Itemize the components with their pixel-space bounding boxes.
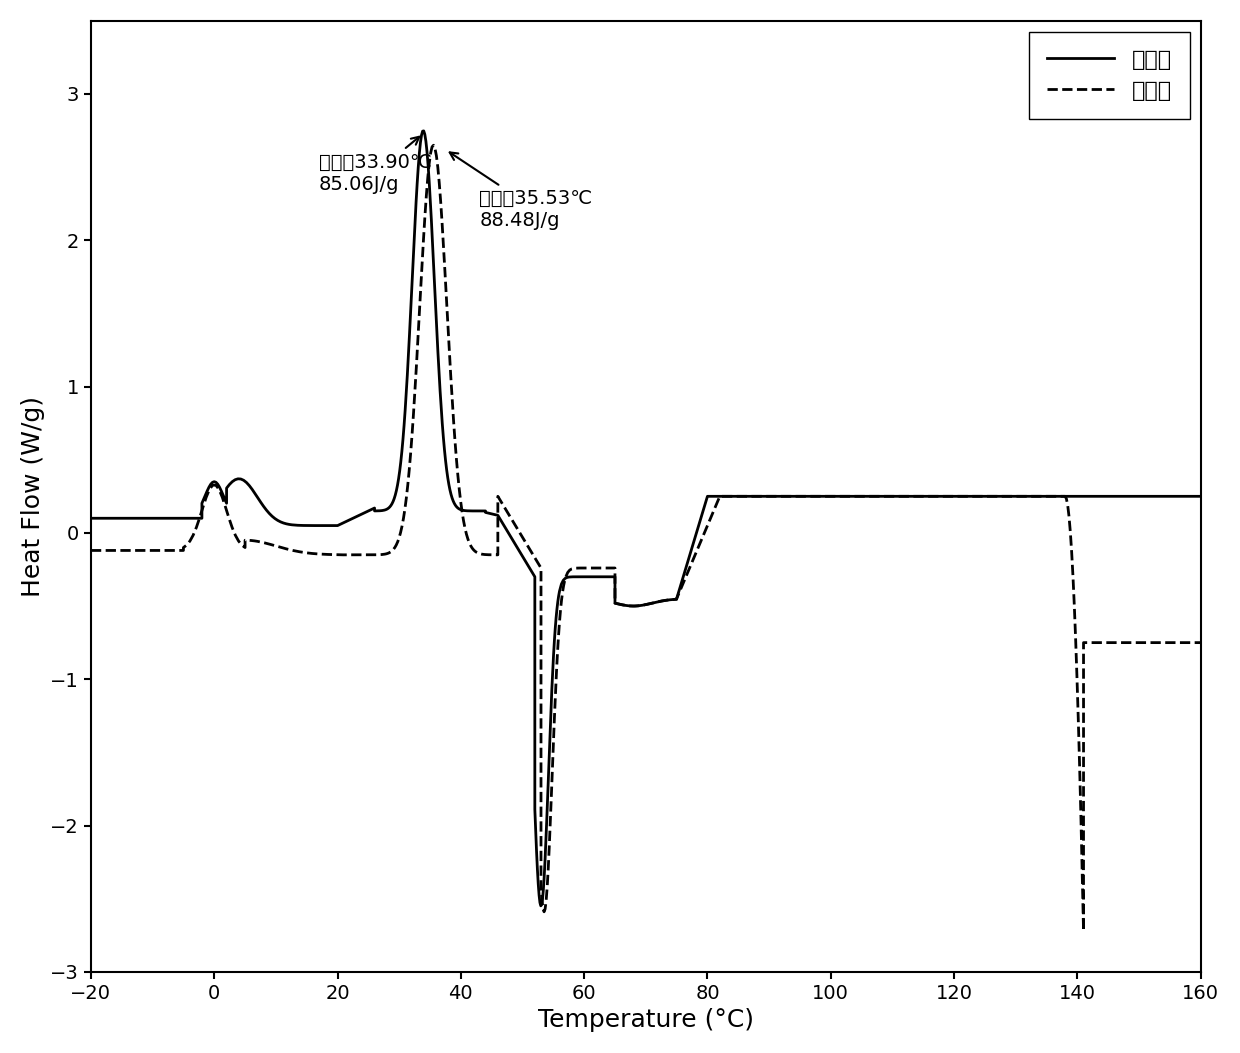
交联前 (1193, 490, 1208, 502)
交联后 (391, 535, 405, 548)
交联后 (464, 539, 479, 552)
X-axis label: Temperature (°C): Temperature (°C) (538, 1008, 754, 1032)
Text: 交联前33.90℃
85.06J/g: 交联前33.90℃ 85.06J/g (319, 137, 432, 194)
交联后 (427, 139, 441, 152)
交联后 (267, 539, 281, 552)
交联前 (312, 519, 327, 532)
交联前 (517, 554, 532, 567)
Text: 交联后35.53℃
88.48J/g: 交联后35.53℃ 88.48J/g (450, 153, 593, 231)
交联后 (417, 233, 432, 245)
交联前 (449, 500, 464, 513)
交联后 (1076, 925, 1091, 937)
交联后 (408, 385, 423, 398)
交联后 (1193, 636, 1208, 649)
交联后 (1083, 636, 1097, 649)
交联前 (587, 571, 601, 583)
Line: 交联后: 交联后 (91, 145, 1200, 931)
Legend: 交联前, 交联后: 交联前, 交联后 (1029, 32, 1189, 119)
交联前 (533, 899, 548, 912)
Y-axis label: Heat Flow (W/g): Heat Flow (W/g) (21, 396, 45, 597)
交联前 (497, 519, 512, 532)
交联后 (83, 544, 98, 557)
Line: 交联前: 交联前 (91, 131, 1200, 906)
交联前 (604, 571, 619, 583)
交联前 (83, 512, 98, 524)
交联前 (417, 124, 432, 137)
